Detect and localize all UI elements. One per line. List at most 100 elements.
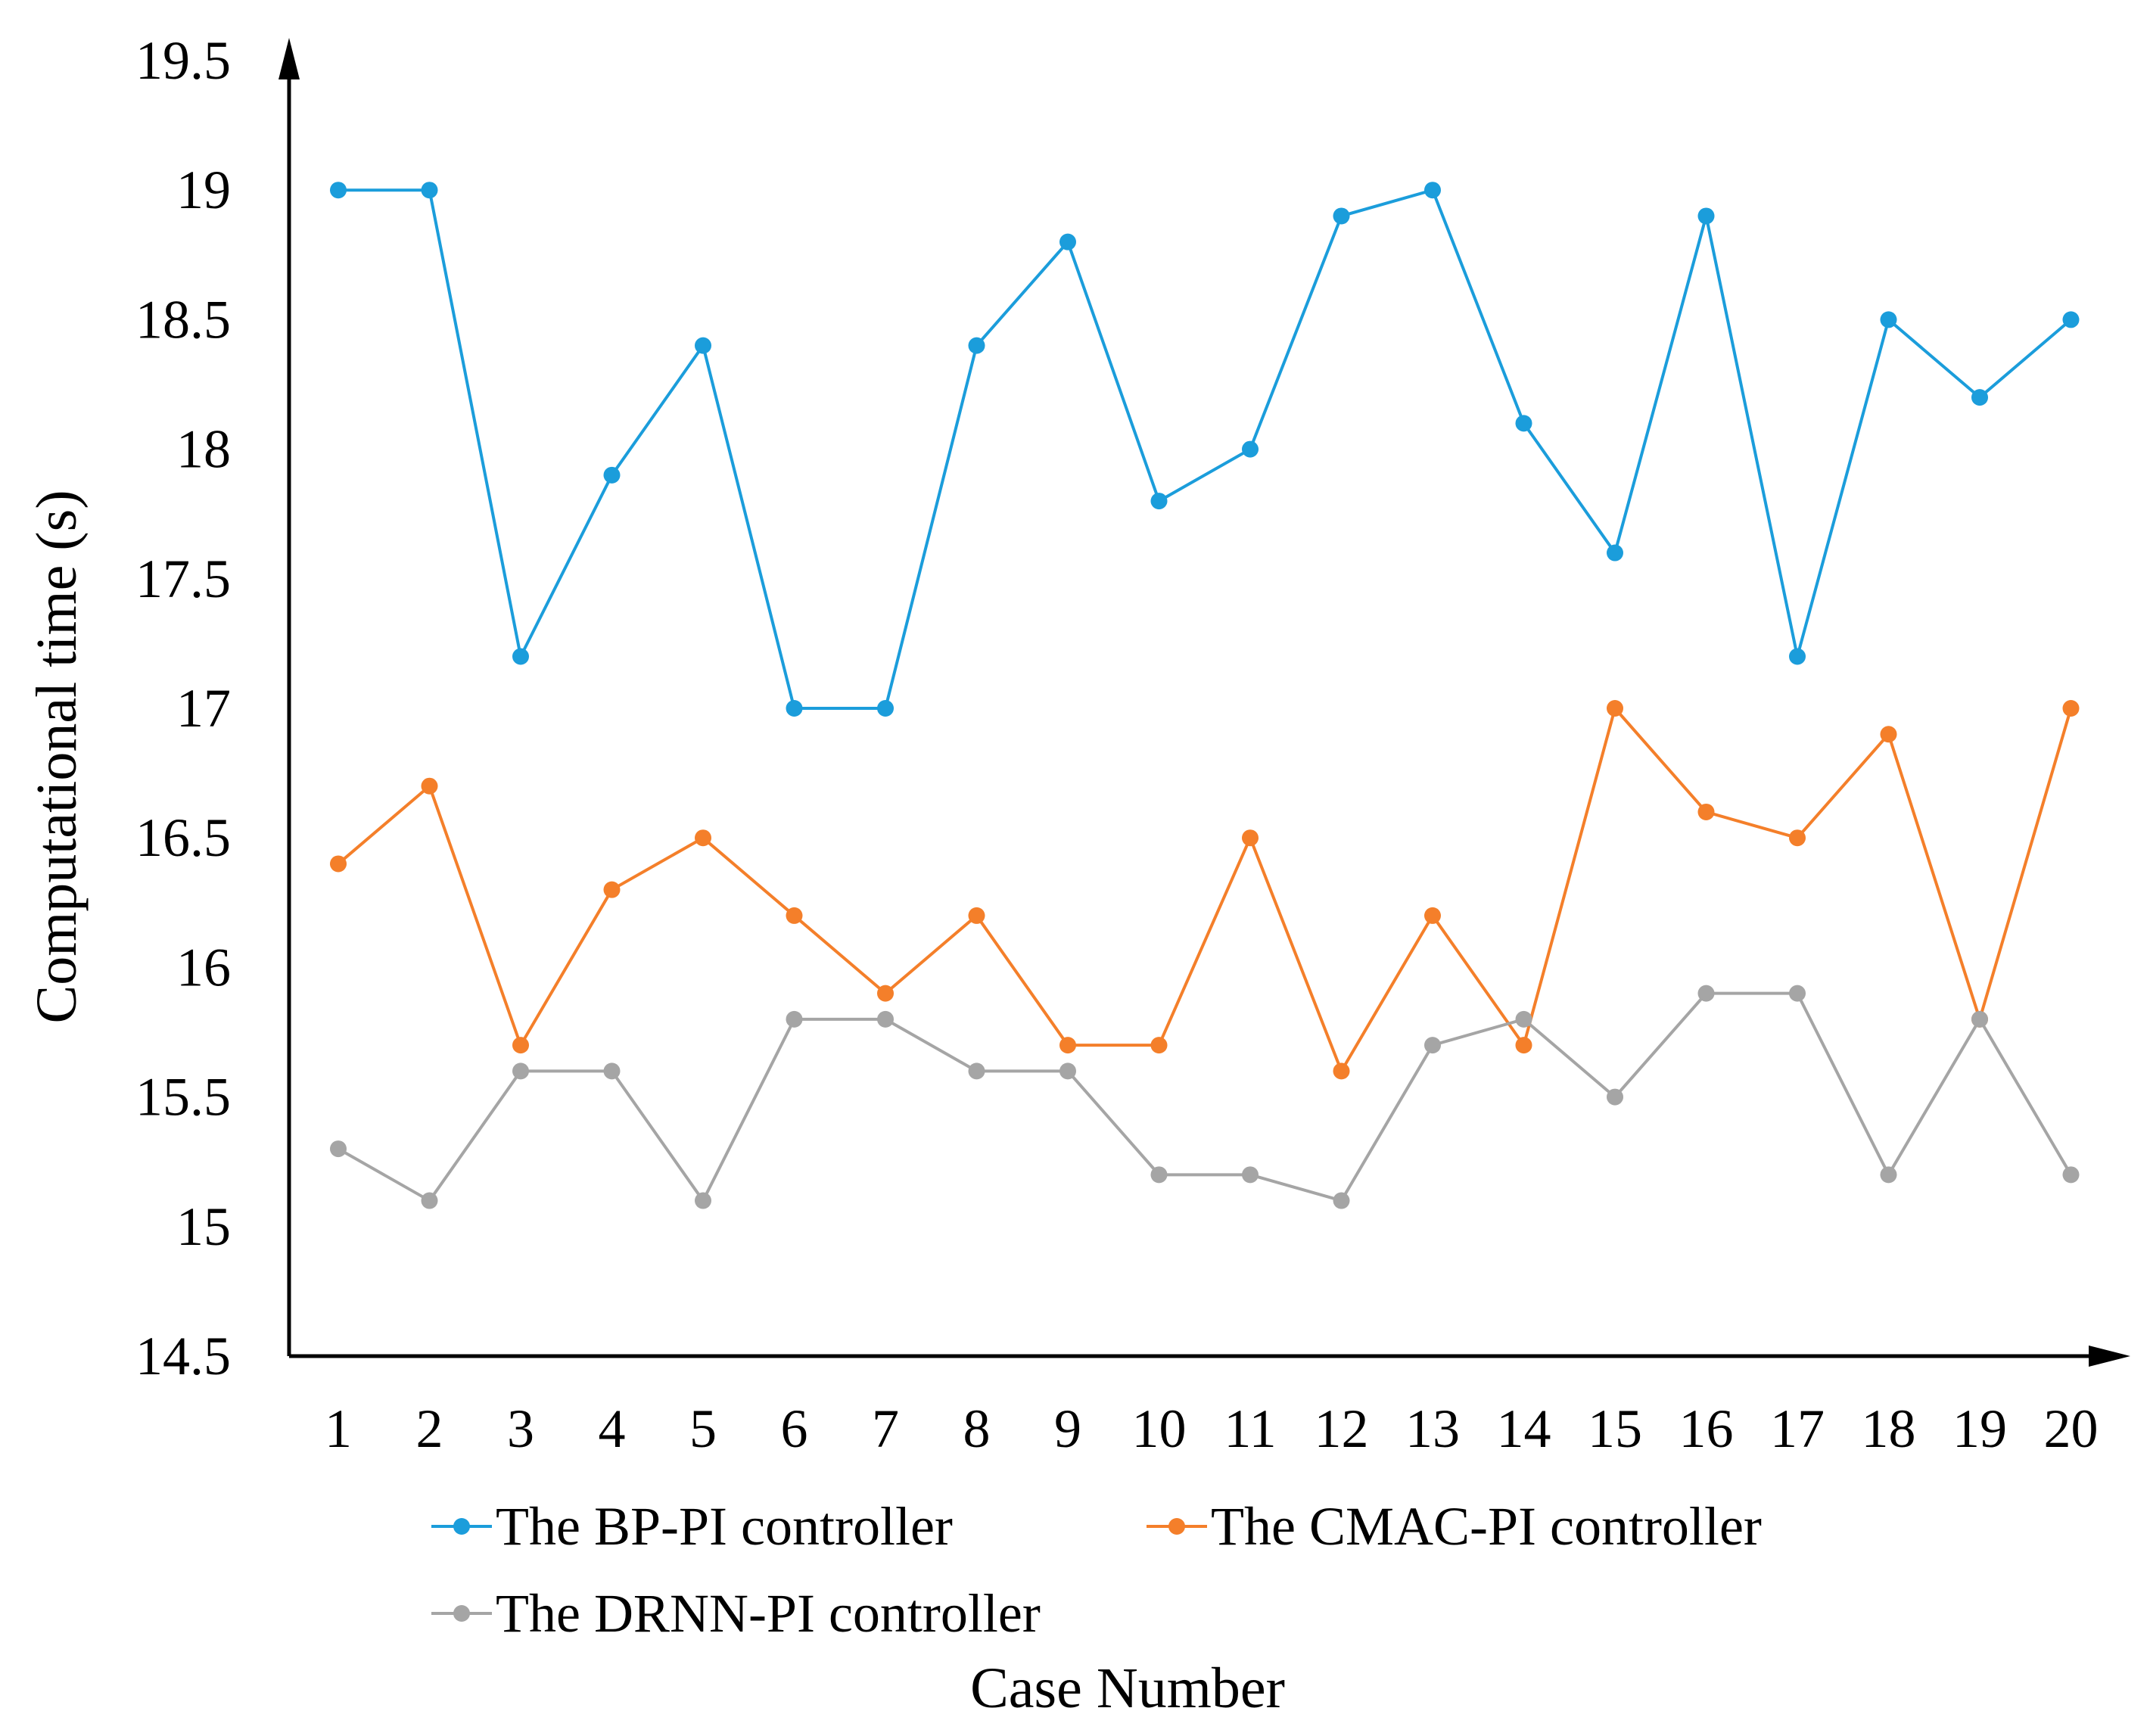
x-tick-label: 6: [781, 1398, 808, 1459]
data-point: [1424, 1037, 1441, 1054]
data-point: [2062, 311, 2080, 328]
x-tick-label: 10: [1132, 1398, 1187, 1459]
data-point: [695, 1192, 711, 1209]
x-tick-label: 19: [1952, 1398, 2007, 1459]
data-point: [1607, 1088, 1623, 1106]
y-tick-label: 18.5: [135, 289, 231, 350]
y-axis: 14.5 15 15.5 16 16.5 17 17.5 18 18.5 19 19.5: [135, 30, 300, 1386]
data-point: [1242, 440, 1259, 458]
data-point: [1333, 1192, 1350, 1209]
x-axis: 1 2 3 4 5 6 7 8 9 10 11 12 13 14 15 16 17 18 19 20: [289, 1346, 2130, 1459]
series-line: [337, 707, 2073, 1073]
data-point: [1880, 311, 1897, 328]
data-point: [1789, 829, 1806, 847]
series-layer: [330, 182, 2080, 1209]
x-tick-label: 4: [599, 1398, 626, 1459]
data-point: [603, 466, 621, 484]
x-tick-label: 20: [2044, 1398, 2099, 1459]
x-tick-label: 1: [325, 1398, 352, 1459]
data-point: [1607, 700, 1623, 717]
y-axis-arrow: [278, 38, 300, 79]
legend-label: The CMAC-PI controller: [1211, 1496, 1762, 1557]
data-point: [330, 182, 347, 199]
data-point: [695, 829, 711, 847]
data-point: [603, 881, 621, 898]
data-point: [1242, 1166, 1259, 1184]
data-point: [877, 700, 894, 717]
x-tick-label: 3: [507, 1398, 534, 1459]
data-point: [1607, 544, 1623, 562]
data-point: [1333, 1062, 1350, 1080]
data-point: [968, 337, 985, 354]
y-tick-label: 17.5: [135, 549, 231, 609]
y-tick-label: 17: [176, 678, 231, 739]
x-tick-label: 18: [1862, 1398, 1916, 1459]
x-tick-label: 15: [1588, 1398, 1642, 1459]
x-tick-label: 11: [1224, 1398, 1276, 1459]
y-tick-label: 15.5: [135, 1067, 231, 1128]
data-point: [1515, 1010, 1532, 1028]
y-tick-label: 19.5: [135, 30, 231, 91]
data-point: [786, 907, 803, 924]
legend-label: The BP-PI controller: [496, 1496, 953, 1557]
x-tick-label: 2: [416, 1398, 443, 1459]
x-tick-label: 17: [1770, 1398, 1825, 1459]
x-tick-label: 14: [1497, 1398, 1551, 1459]
data-point: [330, 1140, 347, 1158]
y-tick-label: 15: [176, 1196, 231, 1257]
legend-item: The BP-PI controller: [431, 1496, 953, 1557]
y-tick-label: 16.5: [135, 807, 231, 868]
data-point: [1789, 985, 1806, 1002]
data-point: [1515, 1037, 1532, 1054]
data-point: [1880, 1166, 1897, 1184]
data-point: [2062, 1166, 2080, 1184]
data-point: [1059, 233, 1076, 250]
data-point: [1333, 207, 1350, 225]
x-tick-label: 12: [1315, 1398, 1369, 1459]
data-point: [421, 182, 438, 199]
data-point: [786, 1010, 803, 1028]
data-point: [603, 1062, 621, 1080]
data-point: [1150, 493, 1168, 510]
series-2: [330, 700, 2080, 1080]
data-point: [1424, 907, 1441, 924]
legend-marker: [453, 1605, 470, 1622]
series-line: [338, 991, 2073, 1202]
data-point: [512, 1062, 529, 1080]
data-point: [512, 1037, 529, 1054]
series-3: [330, 985, 2080, 1209]
data-point: [877, 985, 894, 1002]
x-axis-title: Case Number: [970, 1657, 1285, 1720]
data-point: [1515, 415, 1532, 432]
data-point: [1971, 389, 1988, 406]
data-point: [1697, 207, 1715, 225]
legend-label: The DRNN-PI controller: [496, 1583, 1041, 1644]
y-tick-label: 18: [176, 419, 231, 480]
data-point: [968, 907, 985, 924]
data-point: [330, 855, 347, 873]
legend-marker: [1168, 1518, 1185, 1535]
x-tick-label: 7: [872, 1398, 899, 1459]
data-point: [421, 1192, 438, 1209]
legend-item: The CMAC-PI controller: [1147, 1496, 1762, 1557]
data-point: [421, 777, 438, 795]
y-tick-label: 19: [176, 160, 231, 220]
y-tick-label: 14.5: [135, 1326, 231, 1386]
data-point: [512, 648, 529, 665]
data-point: [1697, 985, 1715, 1002]
data-point: [1789, 648, 1806, 665]
data-point: [1971, 1010, 1988, 1028]
x-tick-label: 13: [1405, 1398, 1460, 1459]
series-line: [338, 188, 2072, 710]
data-point: [2062, 700, 2080, 717]
data-point: [1150, 1166, 1168, 1184]
x-tick-label: 8: [963, 1398, 991, 1459]
legend: The BP-PI controller The CMAC-PI controll…: [431, 1496, 1762, 1644]
data-point: [1242, 829, 1259, 847]
series-1: [330, 182, 2080, 717]
y-axis-title: Computational time (s): [25, 490, 89, 1023]
x-tick-label: 9: [1054, 1398, 1081, 1459]
y-tick-label: 16: [176, 937, 231, 997]
legend-marker: [453, 1518, 470, 1535]
